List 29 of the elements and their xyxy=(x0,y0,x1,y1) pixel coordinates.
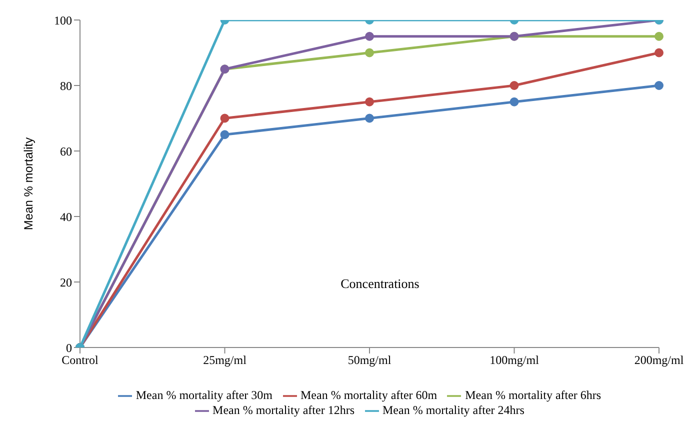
point xyxy=(510,97,519,106)
legend-label: Mean % mortality after 6hrs xyxy=(465,388,602,402)
point xyxy=(365,32,374,41)
y-tick-label: 80 xyxy=(60,78,72,93)
x-axis-title: Concentrations xyxy=(340,276,420,291)
point xyxy=(365,48,374,58)
y-tick-label: 20 xyxy=(60,275,72,290)
point xyxy=(220,114,230,123)
legend-label: Mean % mortality after 30m xyxy=(136,388,273,402)
x-tick-label: 50mg/ml xyxy=(348,353,392,368)
legend-label: Mean % mortality after 24hrs xyxy=(382,402,524,417)
legend-label: Mean % mortality after 12hrs xyxy=(212,402,354,417)
legend-label: Mean % mortality after 60m xyxy=(300,388,438,402)
y-tick-label: 0 xyxy=(66,340,72,355)
y-tick-label: 100 xyxy=(54,13,72,28)
y-tick-label: 60 xyxy=(60,144,72,158)
y-axis-title: Mean % mortality xyxy=(21,137,36,230)
x-tick-label: 25mg/ml xyxy=(203,353,248,368)
point xyxy=(365,97,374,106)
y-tick-label: 40 xyxy=(60,210,72,224)
point xyxy=(654,48,664,58)
x-tick-label: 100mg/ml xyxy=(490,353,540,368)
point xyxy=(654,81,664,90)
x-tick-label: Control xyxy=(62,353,99,368)
x-tick-label: 200mg/ml xyxy=(634,353,684,368)
point xyxy=(510,81,519,90)
point xyxy=(654,32,664,41)
point xyxy=(365,114,374,123)
point xyxy=(220,130,230,140)
